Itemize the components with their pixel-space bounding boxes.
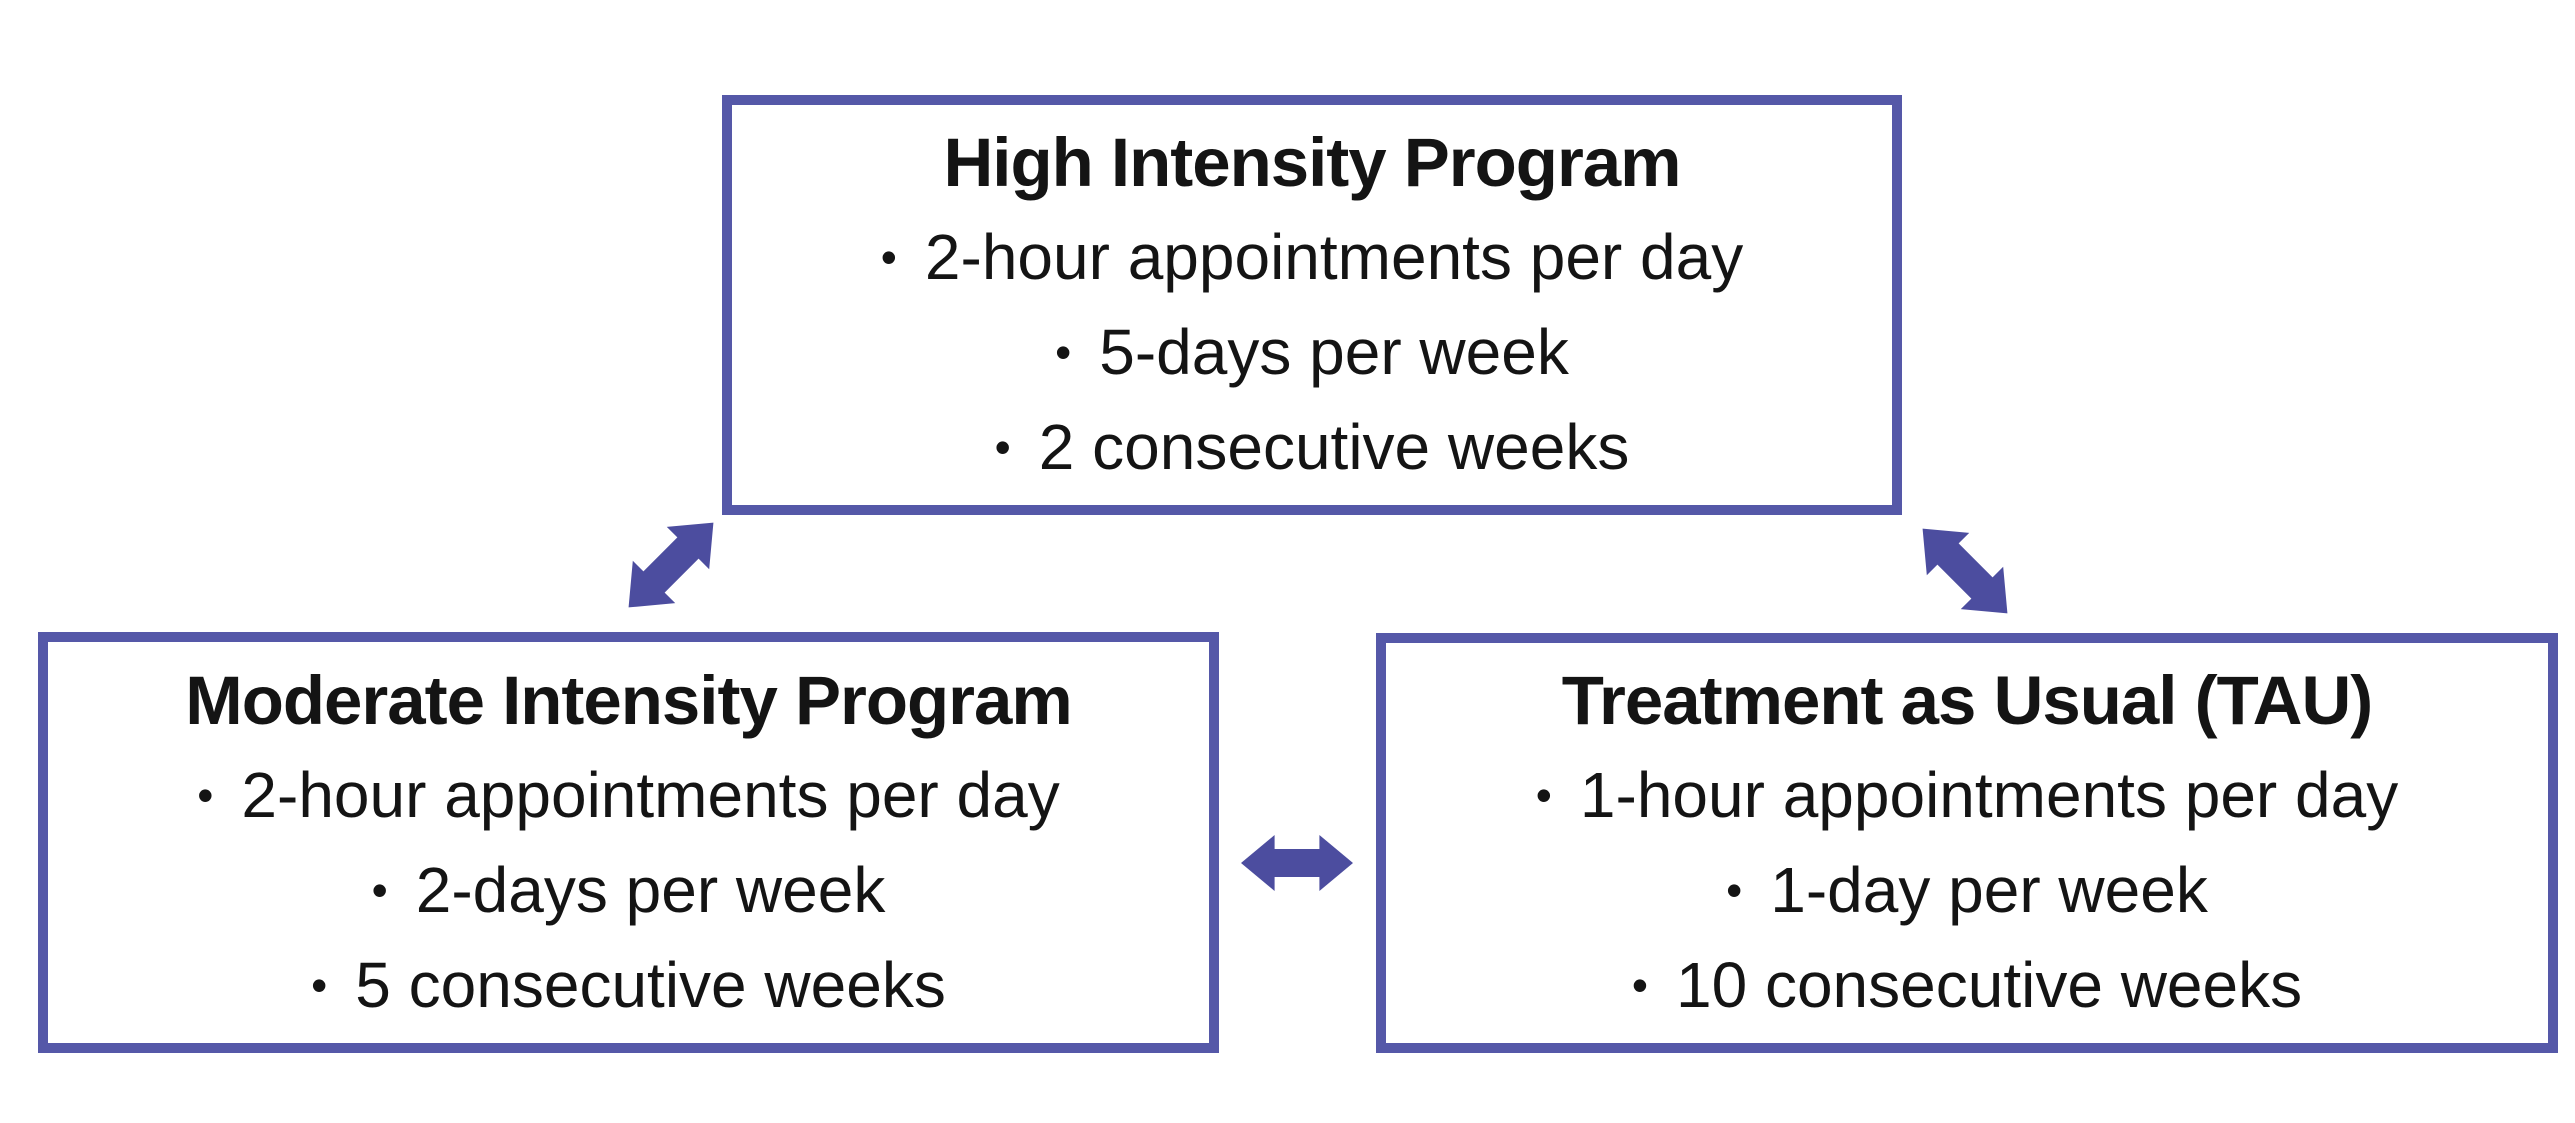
box-high-intensity-program: High Intensity Program • 2-hour appointm… — [722, 95, 1902, 515]
box-treatment-as-usual: Treatment as Usual (TAU) • 1-hour appoin… — [1376, 633, 2558, 1053]
box-title-treatment-as-usual: Treatment as Usual (TAU) — [1561, 662, 2374, 739]
bullet-text: 2-days per week — [415, 853, 886, 926]
bullet-line: • 1-hour appointments per day — [1536, 748, 2398, 843]
bullet-text: 2 consecutive weeks — [1038, 411, 1630, 483]
bullet-line: • 5-days per week — [1055, 305, 1569, 400]
bullet-line: • 10 consecutive weeks — [1632, 938, 2302, 1033]
box-title-high-intensity: High Intensity Program — [943, 124, 1681, 201]
bullet-text: 10 consecutive weeks — [1675, 949, 2303, 1021]
bullet-text: 2-hour appointments per day — [241, 758, 1060, 831]
bullet-line: • 1-day per week — [1726, 843, 2208, 938]
bullet-text: 5-days per week — [1099, 316, 1569, 388]
bullet-dot-icon: • — [371, 863, 388, 916]
bullet-dot-icon: • — [880, 231, 897, 283]
bullet-dot-icon: • — [1726, 864, 1743, 916]
bullet-text: 1-hour appointments per day — [1579, 759, 2399, 831]
double-arrow-moderate-tau-icon — [1241, 835, 1353, 891]
bullet-text: 2-hour appointments per day — [924, 221, 1744, 293]
bullet-dot-icon: • — [994, 421, 1011, 473]
bullet-dot-icon: • — [1055, 326, 1072, 378]
bullet-line: • 2-hour appointments per day — [197, 748, 1059, 843]
bullet-line: • 5 consecutive weeks — [311, 938, 946, 1033]
bullet-text: 5 consecutive weeks — [355, 948, 946, 1021]
bullet-line: • 2-days per week — [372, 843, 886, 938]
bullet-text: 1-day per week — [1770, 854, 2208, 926]
bullet-dot-icon: • — [1535, 769, 1552, 821]
box-moderate-intensity-program: Moderate Intensity Program • 2-hour appo… — [38, 632, 1219, 1053]
box-title-moderate-intensity: Moderate Intensity Program — [185, 661, 1073, 739]
bullet-dot-icon: • — [197, 768, 214, 821]
bullet-dot-icon: • — [311, 958, 328, 1011]
bullet-line: • 2-hour appointments per day — [881, 210, 1743, 305]
bullet-line: • 2 consecutive weeks — [995, 400, 1630, 495]
double-arrow-high-moderate-icon — [628, 522, 714, 608]
double-arrow-high-tau-icon — [1922, 528, 2008, 614]
bullet-dot-icon: • — [1631, 959, 1648, 1011]
